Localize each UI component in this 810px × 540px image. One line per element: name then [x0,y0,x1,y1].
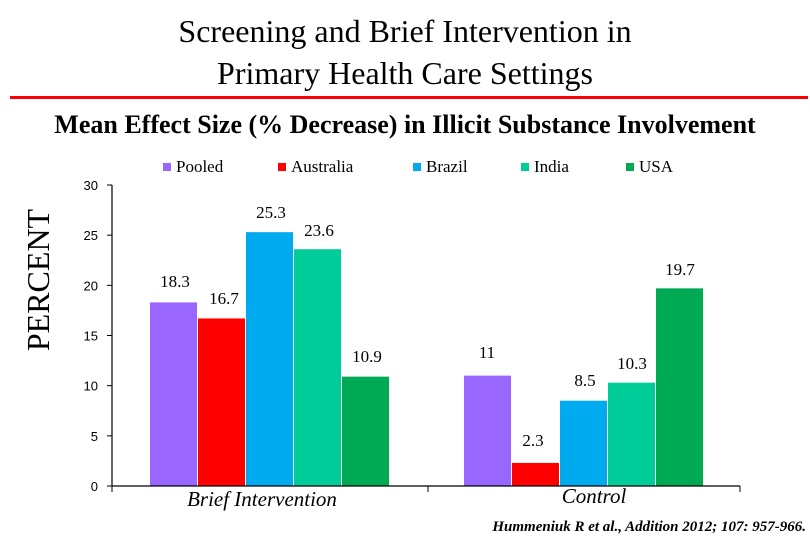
bar-india-control [608,382,655,486]
legend-label: USA [639,157,674,176]
legend-label: Pooled [176,157,224,176]
bars [150,232,703,486]
legend-label: India [534,157,569,176]
data-label: 10.9 [352,347,382,366]
bar-usa-brief-intervention [342,376,389,486]
data-label: 23.6 [304,221,334,240]
legend-swatch [278,163,286,171]
title-divider [10,96,808,99]
legend-swatch [626,163,634,171]
bar-australia-control [512,462,559,486]
title-line-1: Screening and Brief Intervention in [178,13,632,49]
y-tick-label: 15 [84,329,98,344]
bar-usa-control [656,288,703,486]
page-title: Screening and Brief Intervention in Prim… [0,10,810,94]
category-label: Brief Intervention [187,487,337,511]
legend: Pooled Australia Brazil India USA [163,157,674,176]
y-tick-label: 5 [91,429,98,444]
bar-australia-brief-intervention [198,318,245,486]
bar-pooled-brief-intervention [150,302,197,486]
chart-title: Mean Effect Size (% Decrease) in Illicit… [54,110,756,139]
data-label: 11 [479,343,495,362]
bar-pooled-control [464,375,511,486]
y-tick-label: 10 [84,379,98,394]
legend-swatch [521,163,529,171]
category-label: Control [562,484,627,508]
y-tick-label: 25 [84,228,98,243]
legend-label: Brazil [426,157,468,176]
data-label: 16.7 [209,289,239,308]
title-line-2: Primary Health Care Settings [217,55,593,91]
y-tick-label: 30 [84,178,98,193]
legend-swatch [413,163,421,171]
category-labels: Brief Intervention Control [187,484,626,511]
data-label: 18.3 [160,272,190,291]
data-label: 8.5 [574,371,595,390]
y-tick-label: 20 [84,278,98,293]
data-label: 25.3 [256,203,286,222]
legend-label: Australia [291,157,354,176]
bar-brazil-brief-intervention [246,232,293,486]
data-labels: 18.3 11 16.7 2.3 25.3 8.5 23.6 10.3 10.9 19.7 [160,203,695,450]
y-tick-label: 0 [91,479,98,494]
data-label: 19.7 [665,260,695,279]
axes: 0 5 10 15 20 25 30 [84,178,741,494]
bar-brazil-control [560,400,607,486]
legend-swatch [163,163,171,171]
citation: Hummeniuk R et al., Addition 2012; 107: … [492,519,806,535]
bar-india-brief-intervention [294,249,341,486]
data-label: 2.3 [522,431,543,450]
data-label: 10.3 [617,354,647,373]
